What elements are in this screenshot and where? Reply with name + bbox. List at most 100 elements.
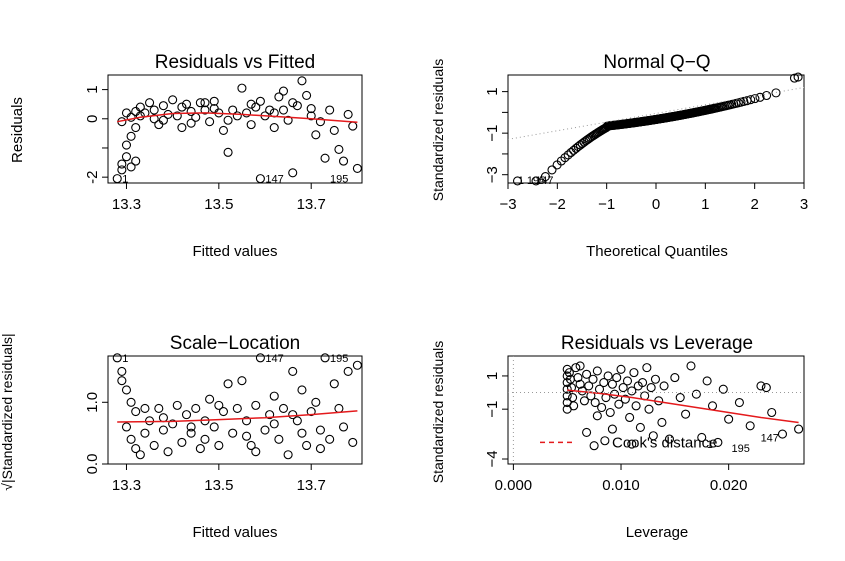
data-point (126, 397, 136, 407)
data-point (288, 410, 298, 420)
data-point (181, 99, 192, 109)
data-point (343, 366, 353, 376)
x-tick-label: −3 (499, 196, 516, 213)
data-point (734, 397, 744, 408)
data-point (560, 153, 570, 163)
data-point (588, 374, 598, 384)
data-point (315, 117, 325, 127)
point-label: 1 (707, 439, 713, 451)
data-point (126, 162, 136, 172)
data-point (512, 176, 523, 186)
data-point (209, 422, 219, 432)
data-point (761, 383, 771, 393)
data-point (278, 86, 289, 96)
data-point (297, 76, 307, 86)
data-point (228, 428, 238, 438)
panel-title: Residuals vs Fitted (155, 52, 316, 73)
x-tick-label: 13.5 (204, 477, 233, 494)
data-point (675, 392, 685, 403)
data-point (131, 444, 141, 454)
data-point (793, 72, 803, 82)
data-point (126, 131, 136, 141)
data-point (186, 106, 196, 117)
data-point (762, 90, 772, 101)
data-point (582, 427, 592, 437)
data-point (575, 379, 585, 389)
data-point (724, 414, 734, 424)
y-axis-label: Residuals (9, 97, 26, 163)
data-point (625, 412, 635, 423)
data-point (131, 106, 141, 117)
data-point (756, 381, 766, 391)
data-point (269, 419, 279, 429)
data-point (562, 391, 572, 401)
plot-frame (507, 355, 805, 465)
data-point (566, 383, 577, 393)
data-point (745, 421, 755, 431)
x-tick-label: 13.3 (112, 477, 141, 494)
data-point (718, 384, 728, 394)
data-point (251, 447, 261, 457)
data-point (168, 419, 178, 429)
data-point (343, 109, 353, 119)
data-point (599, 378, 609, 388)
data-point (121, 140, 132, 150)
data-point (186, 118, 196, 128)
data-point (214, 440, 224, 451)
data-point (329, 379, 339, 389)
data-point (158, 425, 168, 435)
data-point (265, 105, 275, 115)
data-point (767, 407, 777, 418)
data-point (635, 422, 645, 432)
data-point (614, 399, 624, 409)
data-point (620, 394, 630, 404)
data-point (112, 353, 122, 363)
point-label: 147 (265, 174, 283, 186)
data-point (597, 402, 607, 413)
data-point (117, 159, 127, 169)
data-point (168, 95, 178, 105)
data-point (117, 366, 127, 376)
data-point (145, 416, 155, 426)
data-point (582, 135, 593, 145)
data-point (681, 409, 691, 419)
data-point (607, 379, 617, 389)
data-point (590, 397, 600, 408)
x-tick-label: 13.5 (204, 196, 233, 213)
x-tick-label: 13.7 (297, 196, 326, 213)
y-tick-label: 1 (484, 372, 501, 380)
data-point (265, 410, 275, 420)
data-point (600, 436, 610, 446)
data-point (697, 432, 707, 442)
x-tick-label: 0.020 (710, 477, 748, 494)
data-point (589, 441, 599, 451)
data-point (246, 99, 256, 109)
data-point (149, 105, 159, 115)
data-point (306, 111, 316, 121)
data-point (584, 381, 594, 391)
data-point (657, 417, 667, 428)
data-point (121, 422, 132, 432)
data-point (241, 431, 252, 441)
data-point (746, 95, 756, 105)
data-point (325, 434, 335, 444)
x-tick-label: −1 (598, 196, 615, 213)
data-point (644, 404, 654, 414)
data-point (191, 403, 201, 414)
data-point (214, 400, 224, 410)
data-point (158, 115, 168, 125)
data-point (616, 364, 626, 374)
smoother-line (117, 410, 358, 423)
data-point (177, 122, 187, 133)
data-point (117, 165, 127, 175)
y-tick-label: −3 (484, 166, 501, 183)
data-point (306, 406, 316, 417)
panel-residuals-vs-leverage: Residuals vs Leverage Leverage Standardi… (430, 333, 805, 541)
data-point (186, 422, 196, 432)
data-point (755, 92, 765, 102)
data-point (140, 403, 150, 414)
data-point (195, 98, 205, 108)
data-point (255, 353, 265, 363)
data-point (149, 114, 159, 124)
data-point (131, 156, 141, 166)
